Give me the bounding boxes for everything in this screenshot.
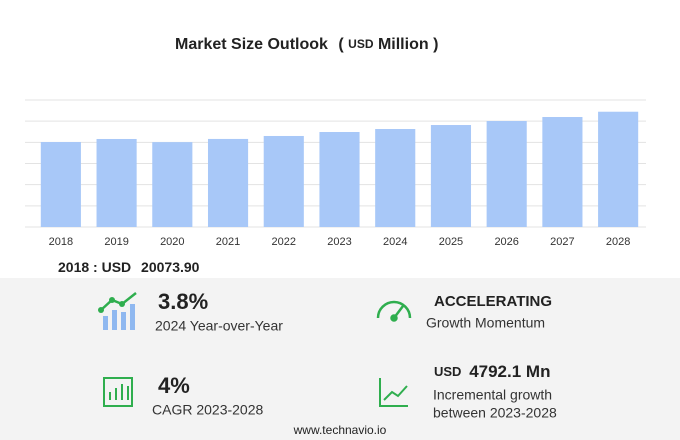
kpi-label: Growth Momentum: [426, 315, 545, 331]
x-tick-label: 2023: [327, 236, 351, 248]
chart-title: Market Size Outlook: [175, 36, 328, 53]
unit-paren: ): [433, 36, 438, 53]
unit-scale: Million: [378, 36, 429, 53]
x-tick-label: 2026: [494, 236, 518, 248]
bar: [542, 117, 583, 227]
kpi-value: USD 4792.1 Mn: [434, 362, 550, 381]
kpi-label: Incremental growth: [433, 387, 552, 403]
chart-title-group: Market Size Outlook ( USD Million ): [175, 36, 438, 53]
bar: [40, 142, 81, 227]
unit-paren: (: [338, 36, 344, 53]
x-tick-label: 2025: [439, 236, 463, 248]
x-tick-label: 2028: [606, 236, 630, 248]
kpi-value: 3.8%: [158, 289, 208, 314]
kpi-value: 4%: [158, 373, 190, 398]
cagr-icon: [103, 377, 133, 407]
kpi-currency: USD: [434, 364, 461, 379]
x-tick-label: 2019: [104, 236, 128, 248]
kpi-amount: 4792.1 Mn: [469, 362, 550, 381]
x-tick-label: 2021: [216, 236, 240, 248]
x-tick-label: 2027: [550, 236, 574, 248]
bar: [96, 138, 137, 227]
yoy-icon: [98, 292, 137, 330]
x-tick-label: 2024: [383, 236, 407, 248]
kpi-panel: [0, 278, 680, 440]
highlight-label: 2018 : USD 20073.90: [58, 259, 200, 275]
highlight-value: 20073.90: [141, 259, 200, 275]
x-tick-label: 2018: [49, 236, 73, 248]
bar: [152, 142, 193, 227]
bar: [207, 138, 249, 227]
x-tick-label: 2020: [160, 236, 184, 248]
bar: [486, 120, 527, 227]
bar: [430, 125, 472, 227]
bar: [598, 111, 639, 227]
unit-currency: USD: [348, 37, 374, 51]
bar: [263, 135, 304, 227]
footer: www.technavio.io: [293, 423, 387, 437]
highlight-prefix: 2018 : USD: [58, 259, 131, 275]
kpi-value: ACCELERATING: [434, 293, 552, 310]
momentum-icon: [376, 300, 412, 322]
kpi-label: between 2023-2028: [433, 405, 557, 421]
kpi-label: CAGR 2023-2028: [152, 402, 264, 418]
incremental-icon: [379, 378, 408, 407]
bar: [375, 128, 416, 227]
x-tick-label: 2022: [272, 236, 296, 248]
bar: [319, 132, 360, 227]
kpi-label: 2024 Year-over-Year: [155, 318, 283, 334]
